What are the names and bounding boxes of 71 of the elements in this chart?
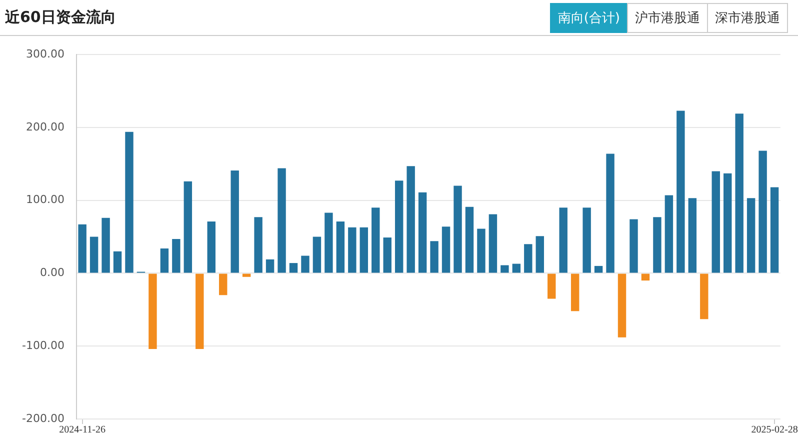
bar: [559, 208, 568, 273]
bar: [418, 192, 427, 273]
bar: [113, 251, 122, 273]
bar: [254, 217, 262, 273]
bar: [653, 217, 662, 273]
bar: [348, 227, 356, 273]
bar: [372, 208, 380, 273]
bar: [90, 236, 98, 273]
text: 南向(合计): [550, 2, 628, 32]
bar: [160, 248, 169, 273]
bar: [594, 266, 603, 273]
bar: [688, 198, 697, 273]
bar: [700, 274, 708, 320]
bar: [383, 238, 392, 273]
y-tick-label: 300.00: [26, 47, 64, 60]
x-tick-label: 2025-02-28: [751, 424, 798, 436]
y-tick-label: -100.00: [22, 338, 64, 352]
bar: [230, 170, 239, 273]
bar: [266, 259, 274, 273]
bar: [536, 236, 544, 273]
bar: [207, 221, 216, 273]
bar: [278, 168, 286, 273]
bar: [582, 208, 591, 273]
bar: [770, 187, 779, 273]
y-tick-label: 0.00: [40, 266, 64, 280]
bar: [758, 150, 767, 273]
bar: [548, 274, 556, 299]
y-tick-label: 100.00: [26, 193, 64, 206]
bar: [442, 226, 450, 273]
bar: [454, 186, 462, 273]
bar: [172, 238, 180, 273]
text: 沪市港股通: [627, 2, 708, 32]
bar: [524, 244, 532, 273]
bar: [394, 180, 404, 273]
bar: [360, 227, 368, 273]
bar: [630, 219, 638, 273]
bar: [488, 214, 498, 273]
x-tick-label: 2024-11-26: [59, 424, 106, 436]
bar: [148, 274, 157, 350]
text: 深市港股通: [707, 2, 788, 32]
bar: [570, 274, 580, 312]
bar: [125, 132, 134, 273]
bar: [641, 274, 650, 281]
bar: [324, 212, 333, 273]
bar: [184, 181, 192, 273]
bar: [664, 195, 674, 273]
bar: [676, 110, 685, 273]
bar: [312, 236, 322, 273]
y-tick-label: 200.00: [26, 120, 64, 134]
bar: [735, 114, 744, 273]
bar: [102, 218, 110, 273]
bar: [465, 206, 474, 273]
bar: [242, 274, 251, 277]
bar: [724, 173, 732, 273]
bar: [618, 274, 626, 338]
bar: [196, 274, 204, 350]
bar: [430, 241, 438, 273]
bar: [219, 274, 228, 296]
bar: [336, 221, 345, 273]
bar: [477, 228, 486, 273]
bar: [406, 166, 415, 273]
bar: [606, 154, 614, 273]
bar: [78, 224, 86, 273]
bar: [746, 198, 756, 273]
bar: [289, 263, 298, 273]
bar: [512, 264, 521, 273]
y-tick-label: -200.00: [22, 412, 64, 425]
bar: [712, 171, 720, 273]
bar: [500, 265, 509, 273]
bar: [301, 256, 310, 273]
chart-title: 近60日资金流向: [5, 8, 116, 27]
